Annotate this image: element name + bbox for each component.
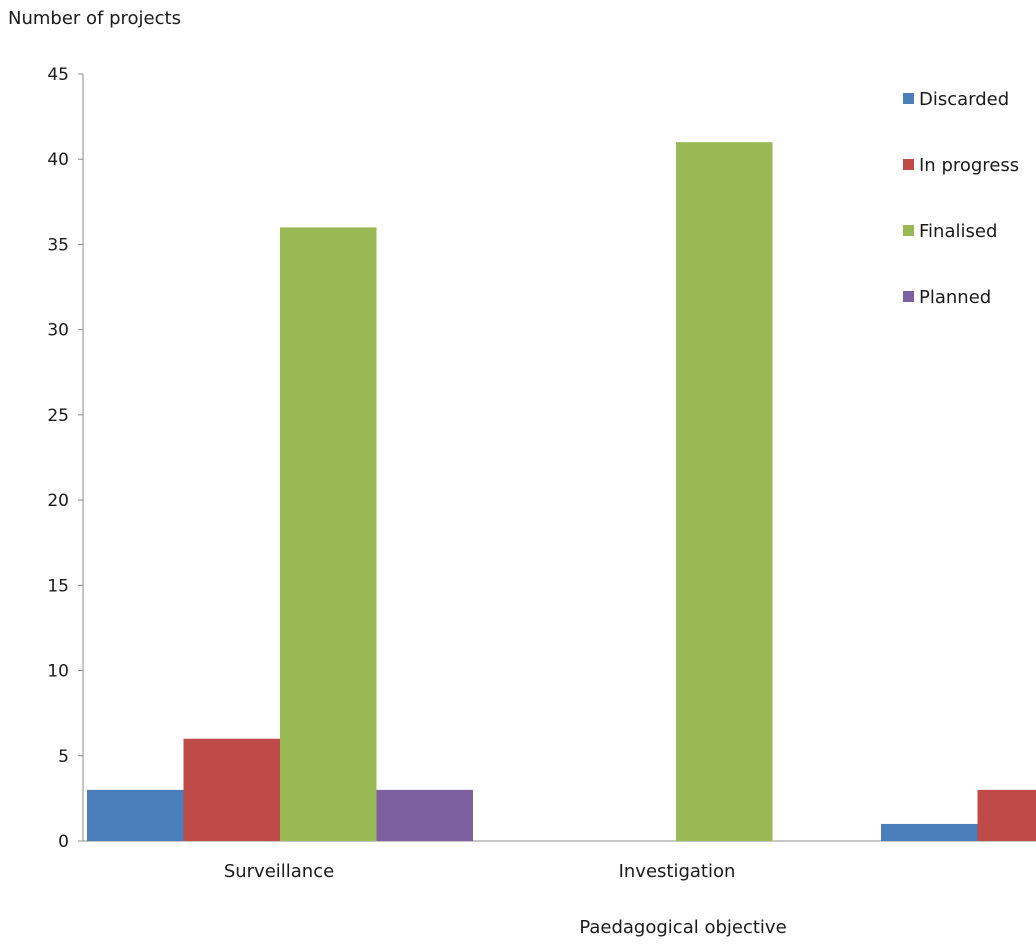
y-tick-label: 35: [47, 235, 69, 255]
legend-label: Discarded: [919, 89, 1009, 110]
y-tick-label: 15: [47, 576, 69, 596]
bar-discarded: [87, 790, 184, 841]
legend-swatch: [903, 93, 914, 104]
x-category-label: Investigation: [619, 861, 736, 882]
x-axis-title: Paedagogical objective: [579, 917, 786, 938]
legend-label: In progress: [919, 155, 1019, 176]
y-tick-label: 40: [47, 150, 69, 170]
x-category-label: Surveillance: [224, 861, 334, 882]
legend-swatch: [903, 159, 914, 170]
bar-in-progress: [184, 739, 281, 841]
bar-in-progress: [978, 790, 1036, 841]
y-tick-label: 5: [58, 747, 69, 767]
legend-label: Planned: [919, 287, 991, 308]
y-tick-label: 20: [47, 491, 69, 511]
y-tick-label: 30: [47, 321, 69, 341]
legend-swatch: [903, 225, 914, 236]
legend-label: Finalised: [919, 221, 997, 242]
bar-discarded: [881, 824, 978, 841]
bar-finalised: [676, 142, 773, 841]
bar-finalised: [280, 227, 377, 841]
y-tick-label: 25: [47, 406, 69, 426]
y-tick-label: 0: [58, 832, 69, 852]
y-tick-label: 45: [47, 65, 69, 85]
y-axis-title: Number of projects: [8, 8, 181, 29]
bars: [87, 142, 1036, 841]
y-tick-label: 10: [47, 662, 69, 682]
bar-planned: [377, 790, 474, 841]
legend-swatch: [903, 291, 914, 302]
legend: Discarded In progress Finalised Planned: [903, 89, 1019, 308]
